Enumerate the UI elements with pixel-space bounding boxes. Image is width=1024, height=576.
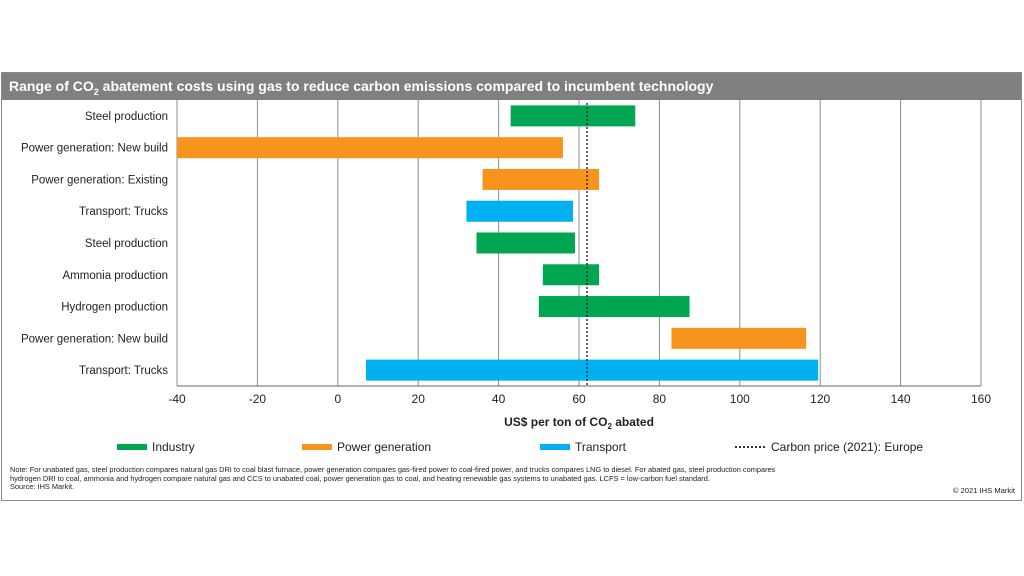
legend-transport-swatch (540, 444, 570, 450)
x-tick-label: -20 (249, 392, 267, 406)
legend-carbon-price-label: Carbon price (2021): Europe (771, 440, 924, 454)
range-bar (542, 264, 600, 286)
x-axis-title: US$ per ton of CO2 abated (504, 415, 654, 431)
legend-industry-swatch (117, 444, 147, 450)
category-label: Steel production (85, 238, 168, 250)
legend-industry: Industry (117, 440, 195, 454)
range-bar (476, 232, 575, 254)
legend-carbon-price-line (735, 446, 765, 448)
range-bar (538, 296, 690, 318)
category-label: Ammonia production (63, 270, 168, 282)
x-tick-label: 140 (891, 392, 911, 406)
x-tick-label: 0 (334, 392, 341, 406)
legend-power-label: Power generation (337, 440, 432, 454)
x-tick-label: 40 (492, 392, 506, 406)
x-tick-label: 20 (412, 392, 426, 406)
legend-transport: Transport (540, 440, 626, 454)
x-tick-label: -40 (168, 392, 186, 406)
range-bar (365, 359, 819, 381)
copyright: © 2021 IHS Markit (952, 486, 1015, 495)
chart-title: Range of CO2 abatement costs using gas t… (2, 73, 1021, 100)
category-label: Power generation: Existing (31, 174, 168, 186)
range-bar (466, 200, 573, 222)
category-label: Transport: Trucks (79, 206, 168, 218)
category-label: Power generation: New build (21, 143, 168, 155)
range-bar (482, 168, 600, 190)
x-tick-label: 120 (810, 392, 830, 406)
x-tick-label: 80 (653, 392, 667, 406)
category-label: Steel production (85, 111, 168, 123)
category-label: Power generation: New build (21, 333, 168, 345)
legend-industry-label: Industry (152, 440, 195, 454)
range-bar (510, 105, 636, 127)
range-bar (671, 327, 807, 349)
category-label: Hydrogen production (61, 302, 168, 314)
note-line: hydrogen DRI to coal, ammonia and hydrog… (10, 473, 710, 483)
chart-frame: Range of CO2 abatement costs using gas t… (1, 72, 1022, 501)
legend-power-swatch (302, 444, 332, 450)
note-line: Note: For unabated gas, steel production… (10, 465, 776, 474)
legend-carbon-price: Carbon price (2021): Europe (735, 440, 923, 454)
legend-power: Power generation (302, 440, 431, 454)
x-tick-label: 60 (572, 392, 586, 406)
legend-transport-label: Transport (575, 440, 626, 454)
chart-plot: -40 -20 0 20 40 60 80 100 120 140 160 US$ per ton o… (21, 100, 991, 431)
chart-note: Note: For unabated gas, steel production… (10, 465, 890, 492)
source-line: Source: IHS Markit. (10, 482, 75, 492)
range-bar (177, 137, 563, 159)
category-label: Transport: Trucks (79, 365, 168, 377)
x-tick-label: 160 (971, 392, 991, 406)
x-tick-label: 100 (730, 392, 750, 406)
